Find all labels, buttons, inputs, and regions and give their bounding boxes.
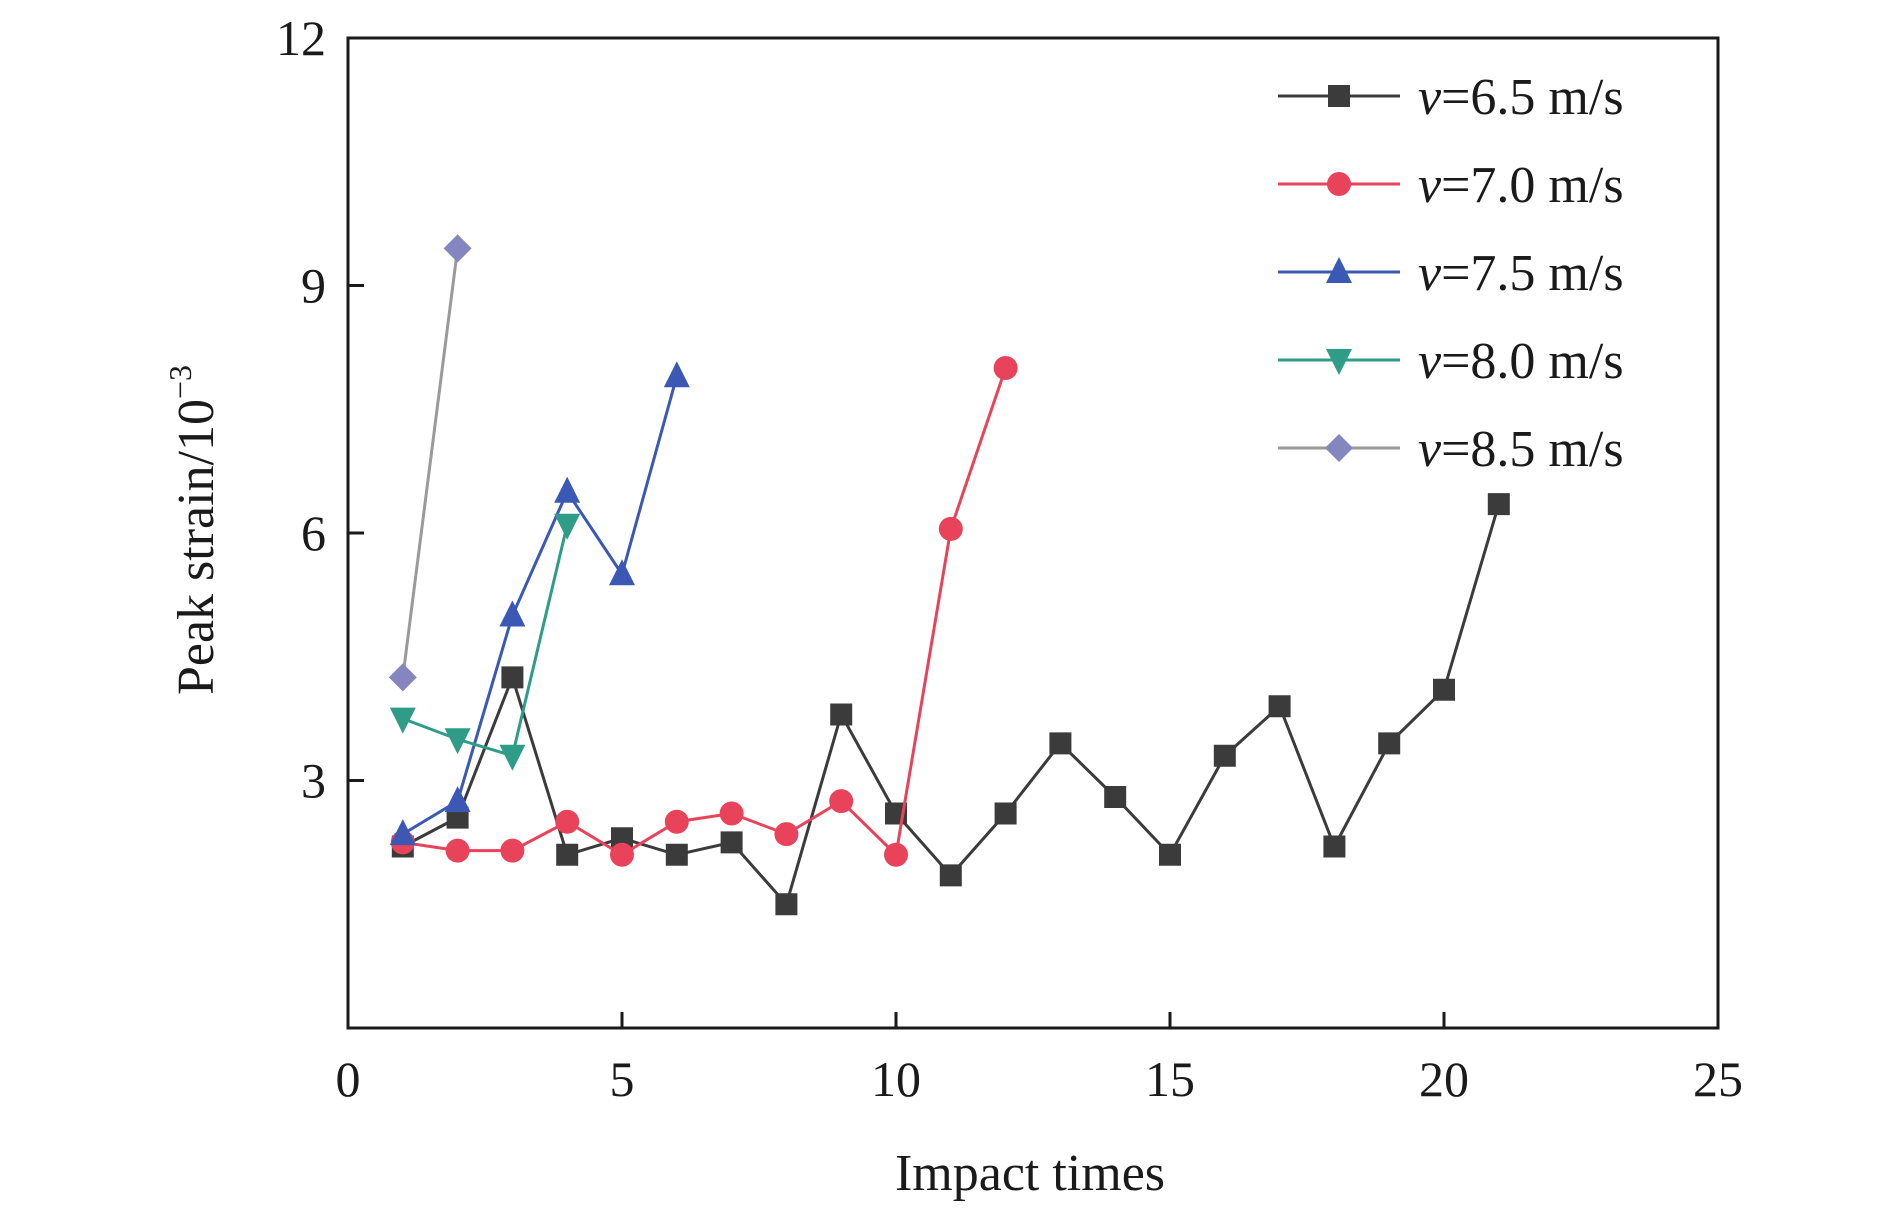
- data-point: [556, 843, 579, 866]
- legend-label: v=7.5 m/s: [1418, 245, 1624, 302]
- data-point: [1213, 744, 1236, 767]
- data-point: [443, 234, 472, 263]
- legend-marker: [1327, 172, 1351, 196]
- data-point: [1104, 786, 1127, 808]
- series-4: [388, 234, 472, 692]
- data-point: [774, 822, 799, 847]
- y-axis-label-exponent: −3: [162, 365, 198, 399]
- data-point: [389, 819, 416, 846]
- data-point: [611, 827, 633, 850]
- series-line: [402, 367, 1008, 858]
- legend-label: v=7.0 m/s: [1418, 157, 1624, 214]
- data-point: [1049, 732, 1072, 755]
- x-tick-label: 0: [336, 1051, 361, 1107]
- legend-label-var: v: [1418, 421, 1442, 478]
- legend-item: v=8.5 m/s: [1278, 421, 1624, 478]
- data-point: [554, 513, 581, 540]
- series-line: [402, 524, 569, 758]
- legend-label-var: v: [1418, 333, 1442, 390]
- legend-item: v=7.5 m/s: [1278, 245, 1624, 302]
- legend-label: v=8.5 m/s: [1418, 421, 1624, 478]
- series-3: [389, 513, 581, 771]
- axis-ticks: 0 5 10 15 20 25 3 6 9 12: [276, 10, 1743, 1107]
- data-point: [499, 600, 526, 627]
- data-point: [445, 838, 470, 863]
- data-point: [719, 801, 744, 826]
- series-1: [390, 356, 1018, 867]
- y-tick-label: 9: [301, 258, 326, 314]
- data-point: [1433, 678, 1455, 701]
- data-point: [389, 707, 416, 734]
- y-tick-label: 12: [276, 10, 326, 66]
- legend-label-var: v: [1418, 157, 1442, 214]
- legend-marker: [1326, 257, 1352, 283]
- y-axis-label-main: Peak strain/10: [168, 399, 225, 695]
- data-point: [388, 663, 417, 692]
- x-axis-label: Impact times: [895, 1145, 1165, 1202]
- legend-label-value: =6.5 m/s: [1441, 69, 1623, 126]
- data-point: [610, 842, 634, 867]
- legend-item: v=6.5 m/s: [1278, 69, 1624, 126]
- data-point: [994, 802, 1017, 825]
- legend-label-value: =8.0 m/s: [1441, 333, 1623, 390]
- data-point: [665, 843, 688, 866]
- data-point: [775, 893, 798, 916]
- data-point: [444, 728, 471, 755]
- legend-marker: [1328, 85, 1350, 107]
- data-point: [555, 809, 580, 834]
- data-point: [499, 744, 526, 771]
- data-point: [939, 864, 962, 887]
- legend: v=6.5 m/sv=7.0 m/sv=7.5 m/sv=8.0 m/sv=8.…: [1278, 69, 1624, 478]
- legend-label-value: =8.5 m/s: [1441, 421, 1623, 478]
- x-tick-label: 20: [1419, 1051, 1469, 1107]
- data-point: [829, 789, 854, 814]
- data-point: [1378, 732, 1401, 755]
- legend-label-value: =7.5 m/s: [1441, 245, 1623, 302]
- x-tick-label: 10: [871, 1051, 921, 1107]
- x-tick-label: 5: [610, 1051, 635, 1107]
- series-layer: [388, 234, 1510, 916]
- legend-marker: [1326, 349, 1352, 375]
- data-point: [938, 516, 963, 541]
- data-point: [663, 361, 690, 388]
- data-point: [884, 842, 908, 867]
- legend-label-var: v: [1418, 69, 1442, 126]
- data-point: [500, 838, 525, 863]
- legend-marker: [1325, 434, 1353, 462]
- legend-label-value: =7.0 m/s: [1441, 157, 1623, 214]
- data-point: [554, 476, 581, 503]
- y-axis-label: Peak strain/10−3: [162, 365, 225, 695]
- data-point: [1487, 493, 1510, 516]
- x-tick-label: 25: [1693, 1051, 1743, 1107]
- series-line: [401, 248, 460, 678]
- data-point: [720, 831, 743, 854]
- data-point: [830, 703, 853, 726]
- data-point: [501, 666, 524, 689]
- legend-label: v=6.5 m/s: [1418, 69, 1624, 126]
- legend-label: v=8.0 m/s: [1418, 333, 1624, 390]
- data-point: [1159, 843, 1181, 866]
- data-point: [993, 356, 1018, 380]
- y-tick-label: 3: [301, 753, 326, 809]
- data-point: [1268, 695, 1291, 718]
- data-point: [664, 809, 689, 834]
- data-point: [609, 559, 635, 586]
- legend-label-var: v: [1418, 245, 1442, 302]
- y-tick-label: 6: [301, 505, 326, 561]
- data-point: [444, 786, 471, 813]
- legend-item: v=8.0 m/s: [1278, 333, 1624, 390]
- x-tick-label: 15: [1145, 1051, 1195, 1107]
- legend-item: v=7.0 m/s: [1278, 157, 1624, 214]
- series-2: [389, 361, 690, 846]
- data-point: [1323, 835, 1346, 858]
